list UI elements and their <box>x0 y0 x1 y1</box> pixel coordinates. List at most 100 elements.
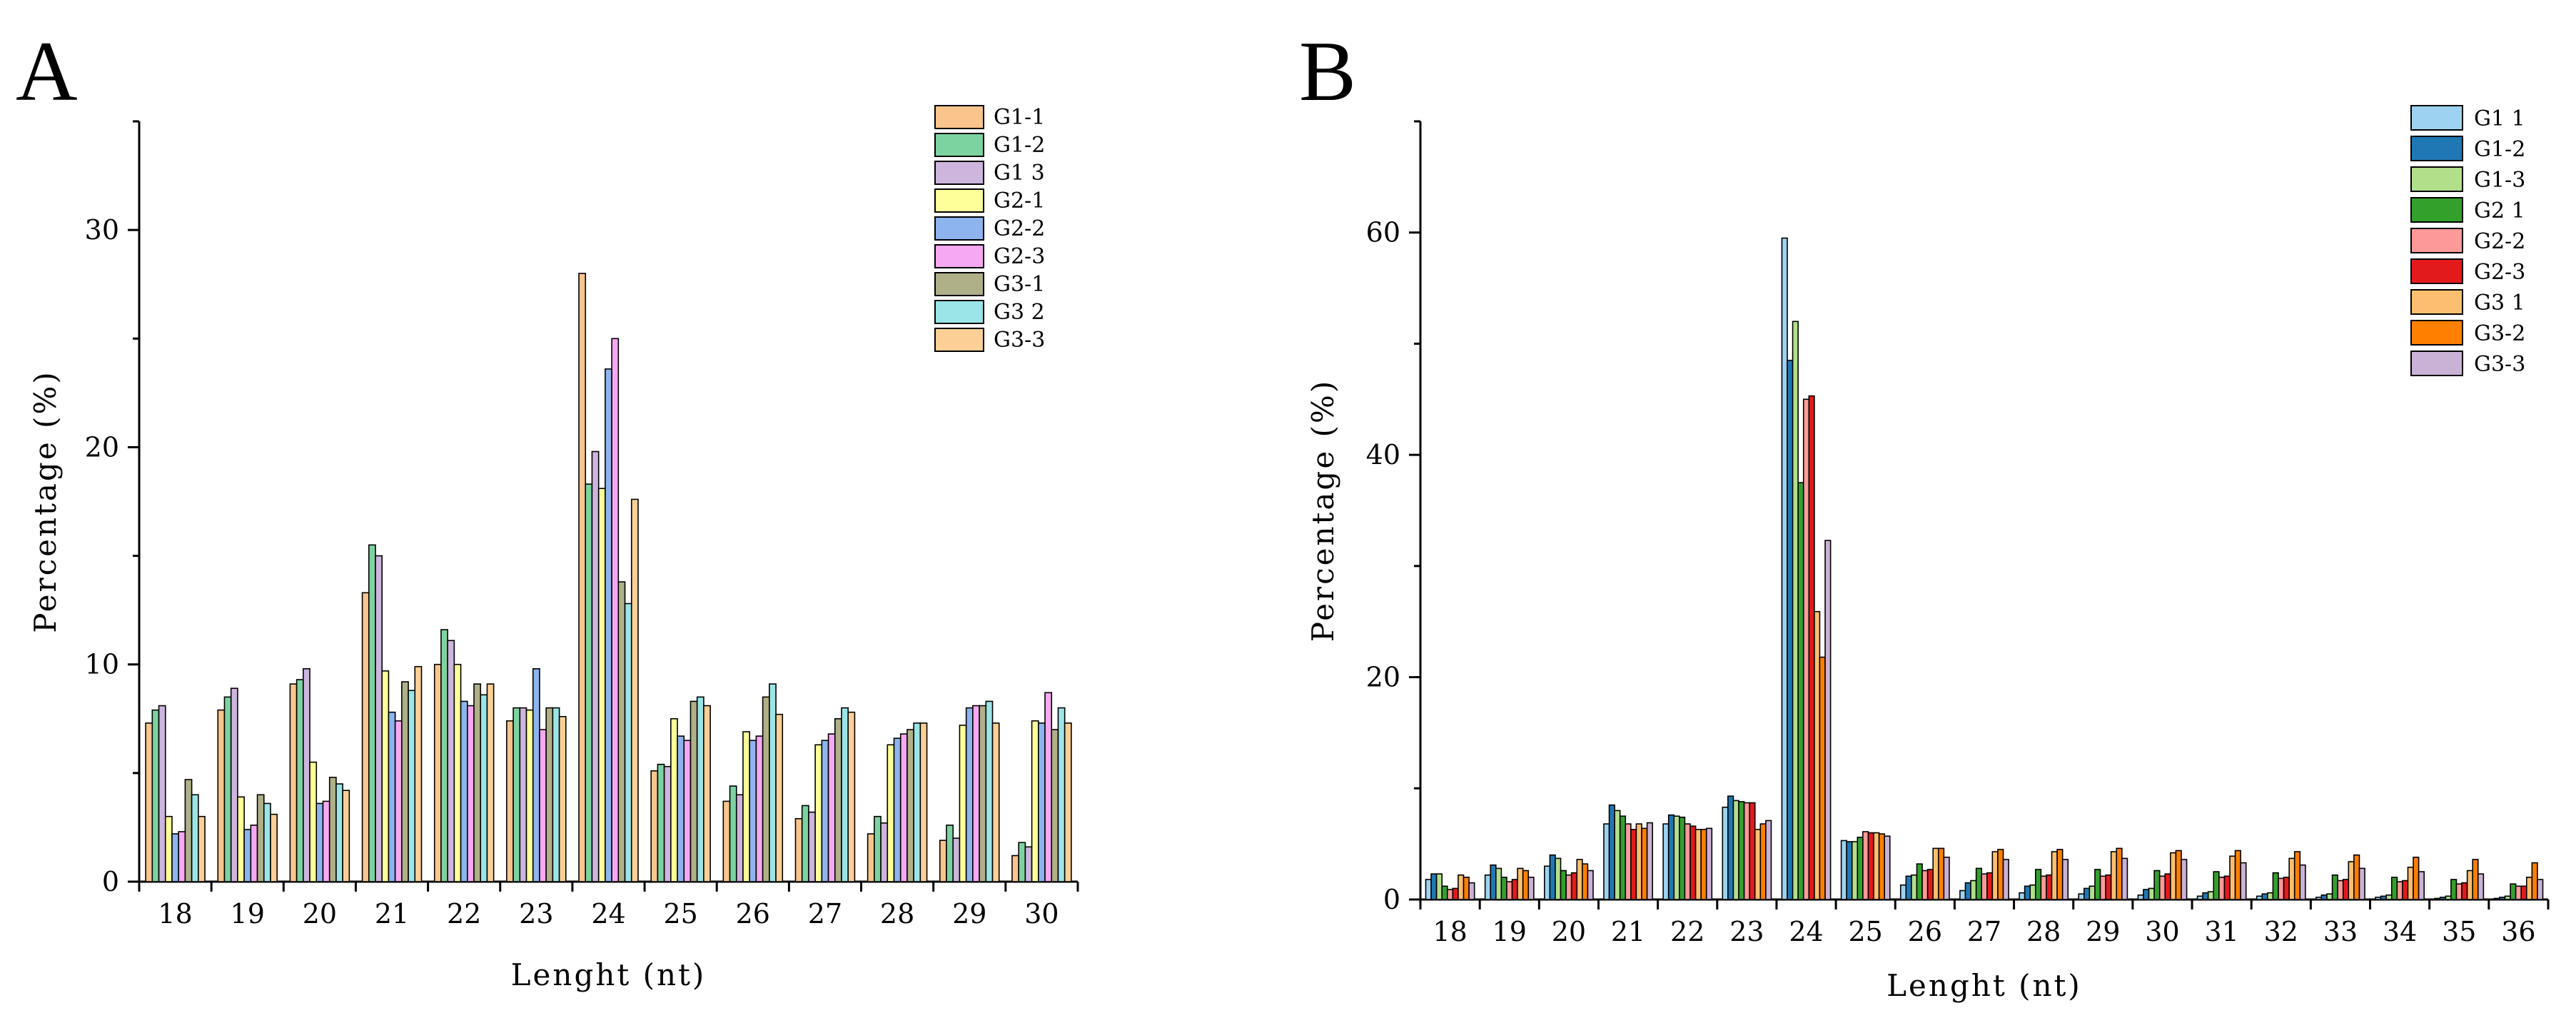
bar-G2-3-33 <box>2342 879 2350 900</box>
bar-G2-3-26 <box>755 735 764 882</box>
bar-G3-3-20 <box>1587 870 1594 900</box>
bar-G3-3-28 <box>2061 859 2069 900</box>
bar-G2-3-20 <box>322 800 330 882</box>
bar-G3-1-18 <box>1458 874 1465 900</box>
bar-G3-3-33 <box>2358 867 2365 900</box>
bar-G1-3-28 <box>880 822 889 882</box>
panel-label-b: B <box>1299 24 1356 119</box>
bar-G2-2-25 <box>677 735 685 882</box>
bar-G2-1-30 <box>2153 870 2161 900</box>
bar-G2-1-18 <box>1441 885 1448 900</box>
bar-G3-2-20 <box>335 783 343 882</box>
bar-G1-1-24 <box>578 273 587 882</box>
bar-G1-1-25 <box>1840 840 1847 900</box>
bar-G3-3-23 <box>1765 820 1772 900</box>
bar-G3-2-23 <box>552 707 560 882</box>
bar-G3-1-30 <box>2170 852 2177 900</box>
bar-G1-1-20 <box>1544 865 1551 900</box>
bar-G2-3-19 <box>250 825 258 882</box>
bar-G1-3-23 <box>519 707 527 882</box>
bar-G3-1-23 <box>545 707 554 882</box>
bar-G1-3-21 <box>375 555 383 882</box>
bar-G2-2-32 <box>2278 877 2285 900</box>
legend-label: G3-3 <box>2474 352 2525 377</box>
x-tick-label: 20 <box>1552 916 1586 947</box>
bar-G2-1-22 <box>1679 816 1686 900</box>
x-tick-label: 31 <box>2204 916 2238 947</box>
legend-swatch <box>2410 351 2463 376</box>
legend-swatch <box>934 272 984 296</box>
x-tick-label: 22 <box>447 898 481 929</box>
bar-G2-1-19 <box>1500 877 1507 900</box>
legend-label: G3-2 <box>2474 321 2525 346</box>
bar-G1-2-30 <box>1018 842 1026 882</box>
bar-G2-2-33 <box>2337 880 2344 900</box>
bar-G1-2-18 <box>151 709 160 882</box>
x-tick-label: 24 <box>1789 916 1823 947</box>
bar-G1-1-27 <box>794 817 803 882</box>
bar-G1-3-32 <box>2267 892 2274 900</box>
y-tick-label: 30 <box>85 214 119 246</box>
legend-label: G1-1 <box>994 105 1045 130</box>
bar-G1-2-36 <box>2499 897 2506 900</box>
bar-G1-3-31 <box>2207 891 2215 900</box>
legend-label: G3-3 <box>994 328 1045 353</box>
bar-G2-1-29 <box>959 725 967 882</box>
x-tick-label: 21 <box>1611 916 1645 947</box>
bar-G3-1-34 <box>2407 867 2414 900</box>
bar-G1-2-30 <box>2143 889 2150 900</box>
bar-G1-1-23 <box>1722 806 1729 900</box>
bar-G1-1-28 <box>867 833 875 882</box>
y-tick-label: 0 <box>102 866 119 897</box>
bar-G1-2-20 <box>296 679 304 882</box>
bar-G2-1-25 <box>1857 837 1864 900</box>
bar-G2-1-36 <box>2510 883 2517 900</box>
bar-G1-3-18 <box>158 705 166 882</box>
bar-G3-2-21 <box>1641 827 1648 900</box>
bar-G3-2-19 <box>263 802 271 882</box>
bar-G3-2-34 <box>2413 857 2420 900</box>
x-tick-label: 35 <box>2442 916 2476 947</box>
bar-G1-2-22 <box>1667 814 1675 900</box>
bar-G3-1-26 <box>762 696 770 882</box>
bar-G2-1-24 <box>1797 482 1804 900</box>
bar-G3-1-29 <box>2110 851 2118 900</box>
bar-G3-3-23 <box>558 715 567 882</box>
bar-G3-3-24 <box>630 498 639 882</box>
bar-G3-3-25 <box>703 705 711 882</box>
bar-G2-2-20 <box>1565 874 1572 900</box>
chart-panel-a: 0 10 20 30 18 19 20 21 22 23 24 25 26 27 28 29 30 Lenght … <box>28 105 1079 992</box>
bar-G1-2-28 <box>874 815 882 882</box>
bar-G3-1-21 <box>401 681 409 882</box>
bar-G2-2-19 <box>243 829 252 882</box>
y-tick-label: 20 <box>1366 662 1400 693</box>
bar-G3-3-36 <box>2537 879 2544 900</box>
bar-G2-3-30 <box>2164 873 2171 900</box>
bar-G2-2-21 <box>1625 823 1632 900</box>
legend-label: G2-1 <box>994 188 1045 213</box>
bar-G1-3-35 <box>2445 895 2452 900</box>
bar-G1-3-23 <box>1732 800 1739 900</box>
bar-G2-2-29 <box>2099 875 2106 900</box>
bar-G3-1-36 <box>2525 877 2533 900</box>
bar-G1-2-26 <box>729 785 737 882</box>
bar-G1-3-18 <box>1435 873 1443 900</box>
legend-swatch <box>934 133 984 157</box>
bar-G1-2-34 <box>2380 895 2387 900</box>
bar-G1-2-26 <box>1905 875 1912 900</box>
bar-G3-2-26 <box>1937 847 1945 900</box>
bar-G2-2-31 <box>2218 877 2226 900</box>
bar-G2-1-28 <box>2034 869 2042 900</box>
bar-G3-3-34 <box>2418 871 2425 900</box>
bar-G1-3-30 <box>1024 846 1033 882</box>
bar-G3-2-26 <box>769 683 777 882</box>
bar-G1-2-32 <box>2261 893 2268 900</box>
bar-G3-3-29 <box>2121 857 2128 900</box>
legend-swatch <box>934 105 984 129</box>
x-tick-label: 33 <box>2323 916 2358 947</box>
bar-G1-1-18 <box>1425 879 1432 900</box>
bar-G2-2-28 <box>2040 875 2047 900</box>
bar-G2-2-19 <box>1506 881 1513 900</box>
bar-G2-3-30 <box>1044 692 1053 882</box>
